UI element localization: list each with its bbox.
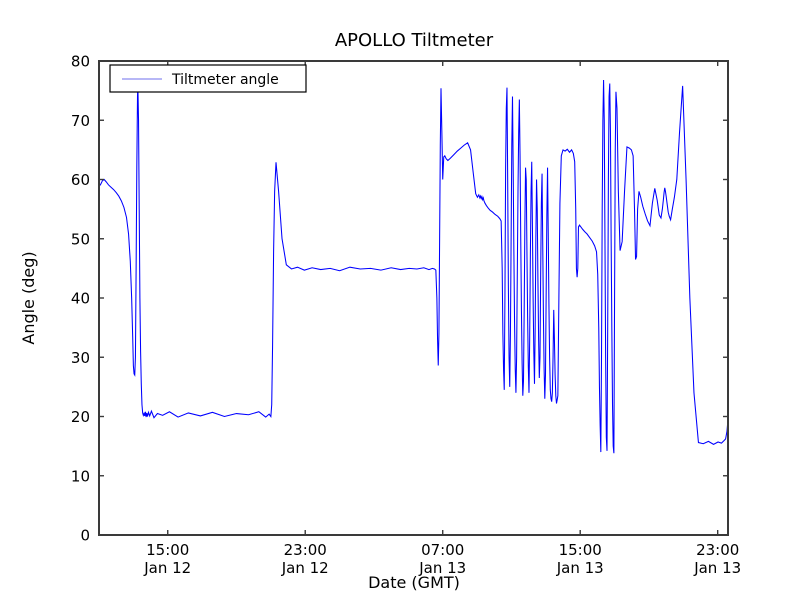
x-tick-label-date: Jan 13 xyxy=(693,559,741,577)
x-tick-label-time: 07:00 xyxy=(421,541,464,559)
y-tick-label: 70 xyxy=(71,112,90,130)
y-tick-label: 40 xyxy=(71,290,90,308)
legend-entry-label: Tiltmeter angle xyxy=(171,72,279,88)
y-tick-label: 60 xyxy=(71,171,90,189)
x-tick-label-date: Jan 13 xyxy=(418,559,466,577)
x-tick-label-time: 23:00 xyxy=(696,541,739,559)
y-tick-label: 30 xyxy=(71,349,90,367)
plot-frame xyxy=(98,60,729,536)
y-tick-labels: 0 10 20 30 40 50 60 70 80 xyxy=(71,53,90,545)
chart-legend[interactable]: Tiltmeter angle xyxy=(109,64,307,93)
x-tick-label-date: Jan 12 xyxy=(143,559,191,577)
y-tick-label: 20 xyxy=(71,408,90,426)
series-line-0 xyxy=(98,79,729,454)
x-tick-label-date: Jan 12 xyxy=(281,559,329,577)
plot-area-background xyxy=(99,61,728,535)
series-group xyxy=(98,79,729,454)
y-tick-label: 0 xyxy=(80,527,90,545)
x-tick-label-time: 15:00 xyxy=(146,541,189,559)
x-tick-label-time: 23:00 xyxy=(284,541,327,559)
y-axis-label: Angle (deg) xyxy=(19,251,38,344)
y-tick-label: 80 xyxy=(71,53,90,71)
y-tick-label: 50 xyxy=(71,230,90,248)
x-axis-label: Date (GMT) xyxy=(368,573,460,592)
x-tick-label-time: 15:00 xyxy=(559,541,602,559)
y-tick-label: 10 xyxy=(71,467,90,485)
chart-title: APOLLO Tiltmeter xyxy=(335,30,494,51)
x-tick-label-date: Jan 13 xyxy=(556,559,604,577)
